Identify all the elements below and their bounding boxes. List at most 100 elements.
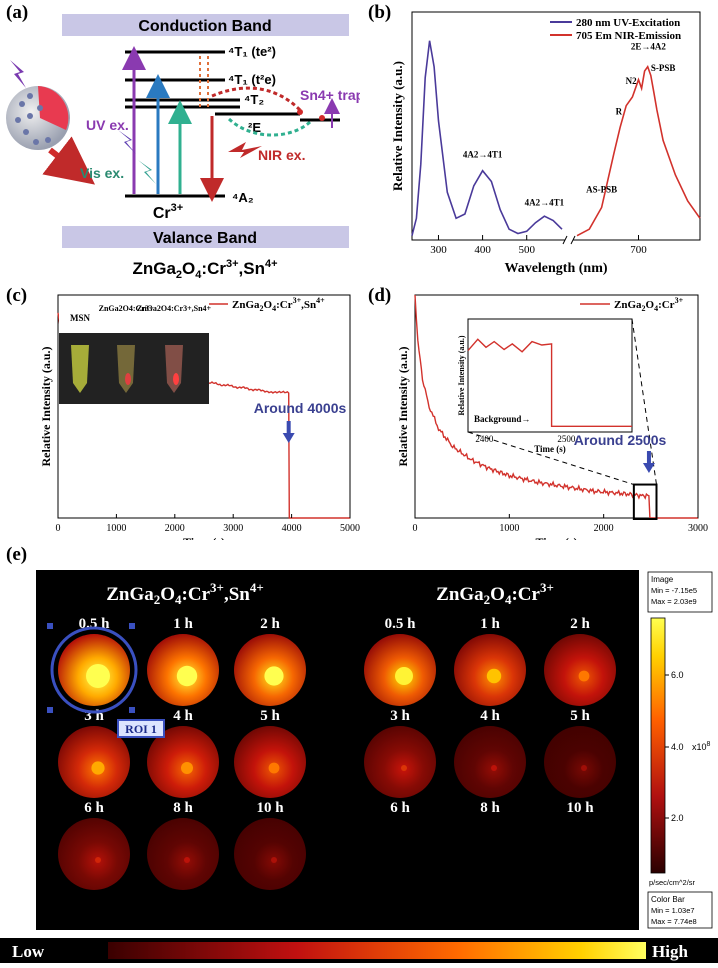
well-g2-3 bbox=[544, 634, 616, 706]
well-hotspot-g2-3 bbox=[578, 670, 590, 682]
x-tick-label: 300 bbox=[430, 244, 447, 256]
well-g2-7 bbox=[364, 818, 436, 890]
time-label-g2: 5 h bbox=[570, 708, 590, 724]
peak-annotation: 4A2→4T1 bbox=[463, 150, 503, 160]
well-g2-6 bbox=[544, 726, 616, 798]
roi-label: ROI 1 bbox=[125, 722, 157, 736]
series-line-2 bbox=[576, 64, 701, 237]
nir-ex-label: NIR ex. bbox=[258, 147, 305, 163]
plot-frame bbox=[414, 294, 699, 519]
panel-c: (c) 010002000300040005000Time (s)Relativ… bbox=[0, 285, 360, 549]
well-hotspot-g1-5 bbox=[181, 762, 193, 774]
annotation-label: Around 2500s bbox=[574, 432, 667, 448]
x-tick-label: 500 bbox=[518, 244, 535, 256]
low-label: Low bbox=[12, 942, 45, 961]
panel-b: (b) 300 400 500 700 Wavelength (nm) Relative … bbox=[360, 0, 718, 285]
panel-d: (d) 0 1000 2000 3000 Time (s) Relative Intens… bbox=[360, 285, 718, 549]
peak-annotation: 2E→4A2 bbox=[631, 41, 667, 51]
well-hotspot-g1-8 bbox=[184, 857, 190, 863]
well-g2-8 bbox=[454, 818, 526, 890]
high-label: High bbox=[652, 942, 688, 961]
time-label-g2: 6 h bbox=[390, 800, 410, 816]
well-g2-4 bbox=[364, 726, 436, 798]
y-axis-label: Relative Intensity (a.u.) bbox=[396, 347, 410, 467]
roi-handle bbox=[129, 707, 135, 713]
inset-x-tick: 2500 bbox=[557, 434, 576, 444]
group2-title: ZnGa2O4:Cr3+ bbox=[436, 580, 554, 607]
well-g2-5 bbox=[454, 726, 526, 798]
image-info-box bbox=[647, 571, 713, 613]
x-tick-label: 700 bbox=[630, 244, 647, 256]
well-hotspot-g1-3 bbox=[264, 666, 284, 686]
colorbar-gradient bbox=[650, 617, 666, 874]
vis-ex-label: Vis ex. bbox=[80, 165, 124, 181]
x-tick-label: 2000 bbox=[165, 523, 185, 534]
panel-c-label: (c) bbox=[6, 285, 28, 306]
inset-line bbox=[467, 338, 632, 427]
well-g1-4 bbox=[58, 726, 130, 798]
nanoparticle-loaded-region bbox=[38, 86, 69, 130]
trap-fill-arrow bbox=[211, 86, 302, 112]
series-line-1 bbox=[411, 40, 563, 236]
roi-circle bbox=[50, 626, 138, 714]
x-tick-label: 2000 bbox=[594, 523, 614, 534]
peak-annotation: AS-PSB bbox=[586, 184, 617, 194]
x-tick-label: 0 bbox=[413, 523, 418, 534]
annotation-arrowhead bbox=[282, 433, 295, 443]
time-label-g1: 5 h bbox=[260, 708, 280, 724]
panel-b-label: (b) bbox=[368, 2, 392, 23]
axis-break-mark bbox=[562, 235, 568, 245]
vial-glow-2 bbox=[125, 373, 131, 385]
peak-annotation: N2 bbox=[626, 76, 637, 86]
well-hotspot-g2-6 bbox=[581, 765, 587, 771]
time-label-g2: 2 h bbox=[570, 616, 590, 632]
time-label-g1: 1 h bbox=[173, 616, 193, 632]
x-tick-label: 4000 bbox=[282, 523, 302, 534]
colorbar-tick-label: 6.0 bbox=[671, 670, 684, 680]
well-g1-8 bbox=[147, 818, 219, 890]
vial-glow-3 bbox=[173, 373, 179, 385]
vial-1 bbox=[71, 345, 89, 393]
level-4t1-te2: ⁴T₁ (te²) bbox=[228, 44, 276, 59]
image-info-title: Image bbox=[651, 575, 674, 584]
x-tick-label: 1000 bbox=[106, 523, 126, 534]
time-label-g1: 8 h bbox=[173, 800, 193, 816]
level-4t1-t2e: ⁴T₁ (t²e) bbox=[228, 72, 276, 87]
x-tick-label: 400 bbox=[474, 244, 491, 256]
time-label-g2: 1 h bbox=[480, 616, 500, 632]
inset-x-label: Time (s) bbox=[534, 444, 566, 454]
peak-annotation: 4A2→4T1 bbox=[525, 197, 565, 207]
panel-d-label: (d) bbox=[368, 285, 392, 306]
legend-label: ZnGa2O4:Cr3+,Sn4+ bbox=[232, 296, 325, 313]
time-label-g2: 10 h bbox=[566, 800, 594, 816]
x-tick-label: 0 bbox=[56, 523, 61, 534]
group1-title: ZnGa2O4:Cr3+,Sn4+ bbox=[106, 580, 264, 607]
inset-x-tick: 2400 bbox=[475, 434, 494, 444]
time-label-g2: 0.5 h bbox=[385, 616, 417, 632]
x-tick-label: 3000 bbox=[688, 523, 708, 534]
annotation-arrowhead bbox=[642, 463, 655, 473]
y-axis-label: Relative Intensity (a.u.) bbox=[39, 347, 53, 467]
inset-label-cr: ZnGa2O4:Cr3+ bbox=[99, 304, 154, 313]
panel-e-label: (e) bbox=[6, 544, 28, 565]
inset-background-label: Background→ bbox=[474, 414, 530, 424]
traps-label: Sn4+ traps bbox=[300, 87, 360, 103]
annotation-label: Around 4000s bbox=[254, 400, 347, 416]
valence-band-label: Valance Band bbox=[153, 230, 257, 247]
plot-frame bbox=[411, 11, 701, 241]
emission-arrow bbox=[42, 136, 96, 185]
ion-label: Cr3+ bbox=[153, 202, 183, 222]
nir-lightning-icon bbox=[228, 142, 262, 158]
legend-label-1: 280 nm UV-Excitation bbox=[576, 17, 680, 29]
well-hotspot-g1-1 bbox=[86, 664, 110, 688]
time-label-g2: 4 h bbox=[480, 708, 500, 724]
vis-lightning-icon bbox=[138, 160, 156, 184]
peak-annotation: R bbox=[616, 106, 623, 116]
axis-break-mark bbox=[570, 235, 576, 245]
excitation-emission-chart: 300 400 500 700 Wavelength (nm) Relative Inte… bbox=[390, 11, 701, 276]
afterglow-chart-sn: 010002000300040005000Time (s)Relative In… bbox=[39, 294, 360, 549]
colorbar-info-max: Max = 7.74e8 bbox=[651, 917, 697, 926]
inset-y-label: Relative Intensity (a.u.) bbox=[457, 335, 466, 415]
well-hotspot-g2-1 bbox=[395, 667, 413, 685]
well-g1-5 bbox=[147, 726, 219, 798]
